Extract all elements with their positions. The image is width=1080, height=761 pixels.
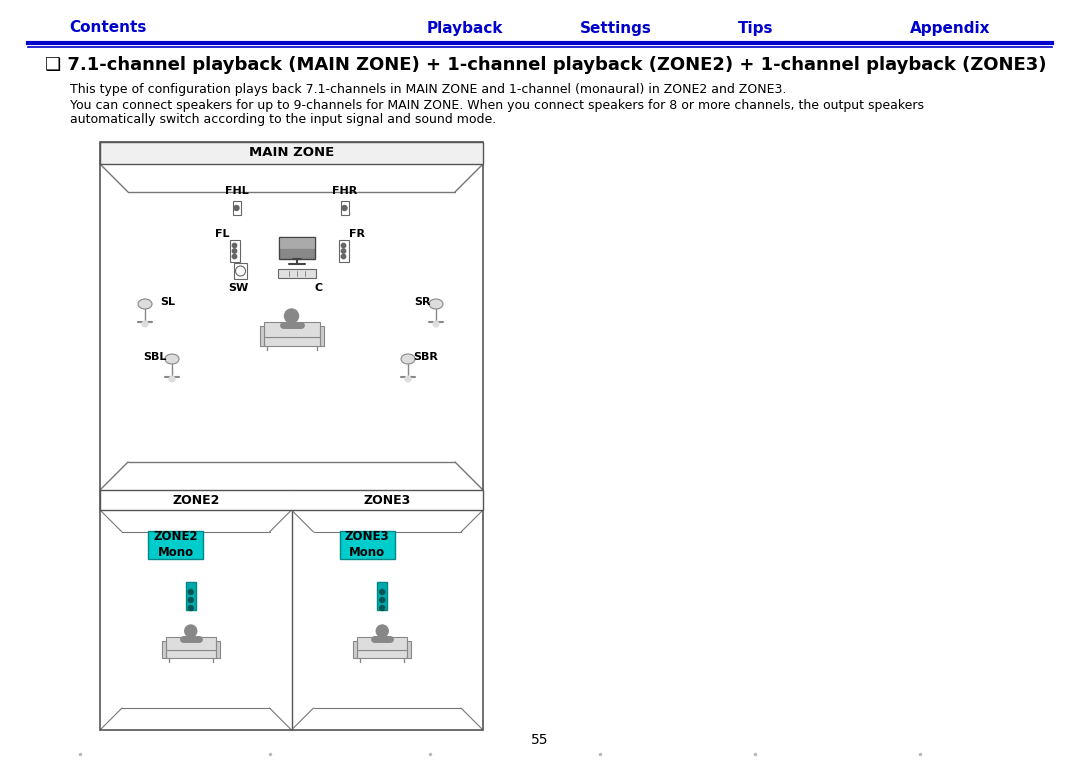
- Circle shape: [284, 309, 298, 323]
- Text: SR: SR: [415, 297, 431, 307]
- Bar: [162, 641, 165, 658]
- Bar: [320, 326, 324, 346]
- Bar: [186, 582, 195, 610]
- Circle shape: [232, 249, 237, 253]
- Bar: [353, 641, 357, 658]
- Circle shape: [342, 205, 347, 211]
- Text: FR: FR: [349, 229, 365, 239]
- Text: C: C: [314, 283, 323, 293]
- Text: This type of configuration plays back 7.1-channels in MAIN ZONE and 1-channel (m: This type of configuration plays back 7.…: [70, 84, 786, 97]
- Text: automatically switch according to the input signal and sound mode.: automatically switch according to the in…: [70, 113, 496, 126]
- Circle shape: [380, 597, 384, 603]
- Text: SL: SL: [160, 297, 175, 307]
- Text: Playback: Playback: [427, 21, 502, 36]
- Bar: [377, 582, 388, 610]
- Circle shape: [433, 321, 438, 327]
- Text: Tips: Tips: [739, 21, 773, 36]
- Circle shape: [380, 606, 384, 610]
- Text: 55: 55: [531, 733, 549, 747]
- Text: ❑ 7.1-channel playback (MAIN ZONE) + 1-channel playback (ZONE2) + 1-channel play: ❑ 7.1-channel playback (MAIN ZONE) + 1-c…: [45, 56, 1047, 74]
- Circle shape: [405, 376, 411, 382]
- Bar: [338, 240, 349, 262]
- Ellipse shape: [165, 354, 179, 364]
- Text: ZONE2
Mono: ZONE2 Mono: [153, 530, 198, 559]
- Bar: [229, 240, 240, 262]
- Circle shape: [188, 597, 193, 603]
- Circle shape: [168, 376, 175, 382]
- Circle shape: [188, 590, 193, 594]
- Text: Appendix: Appendix: [910, 21, 990, 36]
- Text: SBR: SBR: [413, 352, 437, 362]
- Bar: [100, 142, 483, 730]
- Circle shape: [380, 590, 384, 594]
- Circle shape: [232, 254, 237, 259]
- Bar: [100, 142, 483, 164]
- Bar: [357, 650, 407, 658]
- Text: FL: FL: [215, 229, 229, 239]
- Bar: [340, 531, 395, 559]
- Ellipse shape: [429, 299, 443, 309]
- Bar: [165, 637, 216, 650]
- Text: MAIN ZONE: MAIN ZONE: [248, 147, 334, 160]
- Bar: [232, 201, 241, 215]
- Text: FHR: FHR: [332, 186, 357, 196]
- Bar: [216, 641, 219, 658]
- Circle shape: [185, 625, 197, 637]
- Circle shape: [376, 625, 388, 637]
- Circle shape: [341, 254, 346, 259]
- Bar: [407, 641, 411, 658]
- Text: You can connect speakers for up to 9-channels for MAIN ZONE. When you connect sp: You can connect speakers for up to 9-cha…: [70, 98, 924, 112]
- Circle shape: [341, 244, 346, 247]
- Circle shape: [234, 205, 239, 211]
- Ellipse shape: [138, 299, 152, 309]
- Bar: [357, 637, 407, 650]
- Text: ZONE3: ZONE3: [364, 493, 410, 507]
- Text: SBL: SBL: [144, 352, 167, 362]
- Bar: [340, 201, 349, 215]
- Bar: [278, 269, 315, 278]
- Bar: [148, 531, 203, 559]
- Circle shape: [188, 606, 193, 610]
- Text: Settings: Settings: [580, 21, 651, 36]
- Circle shape: [141, 321, 148, 327]
- Bar: [100, 490, 483, 510]
- Bar: [280, 238, 313, 248]
- Text: SW: SW: [228, 283, 248, 293]
- Circle shape: [341, 249, 346, 253]
- Ellipse shape: [401, 354, 415, 364]
- Bar: [234, 263, 247, 279]
- Text: Contents: Contents: [69, 21, 147, 36]
- Bar: [259, 326, 264, 346]
- Circle shape: [232, 244, 237, 247]
- Bar: [165, 650, 216, 658]
- Bar: [279, 237, 314, 259]
- Bar: [264, 337, 320, 346]
- Text: ZONE3
Mono: ZONE3 Mono: [345, 530, 390, 559]
- Text: FHL: FHL: [225, 186, 248, 196]
- Bar: [264, 322, 320, 337]
- Text: ZONE2: ZONE2: [172, 493, 219, 507]
